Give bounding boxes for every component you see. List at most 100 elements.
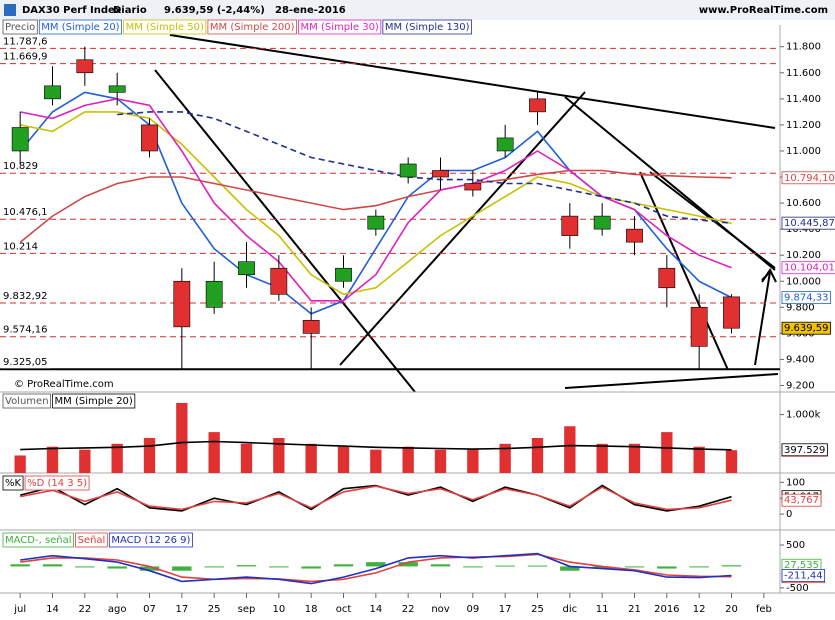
x-tick-label: sep (238, 604, 256, 615)
x-tick-label: 22 (402, 604, 415, 615)
candle-body (367, 215, 385, 230)
legend-box (2, 475, 24, 491)
x-tick-label: 17 (499, 604, 512, 615)
trendline (169, 34, 776, 129)
y-tick-label: 11.800 (786, 42, 821, 53)
candle-body (432, 170, 449, 178)
x-tick-label: 18 (305, 604, 318, 615)
legend-label: MM (Simple 20) (41, 22, 119, 33)
value-label: -211,44 (784, 570, 823, 581)
y-tick-label: 1.000k (786, 410, 821, 421)
series-line (20, 111, 732, 296)
level-label: 10.214 (3, 241, 38, 252)
x-tick-label: nov (431, 604, 449, 615)
bar (301, 566, 321, 569)
candle-body (399, 163, 417, 178)
legend-box (382, 19, 472, 35)
value-label-box (781, 216, 835, 230)
value-label-box (781, 493, 822, 507)
legend-box (52, 393, 136, 409)
bar (79, 449, 91, 473)
legend-label: MM (Simple 200) (210, 22, 295, 33)
x-tick-label: 14 (46, 604, 59, 615)
legend-label: MM (Simple 130) (385, 22, 470, 33)
date: 28-ene-2016 (275, 5, 346, 16)
value-label: 43,767 (784, 495, 819, 506)
bar (467, 449, 479, 473)
arrow-head (761, 268, 777, 283)
bar (657, 566, 677, 569)
y-tick-label: 10.200 (786, 250, 821, 261)
x-tick-label: 10 (272, 604, 285, 615)
series-line (20, 485, 732, 511)
y-tick-label: 11.000 (786, 146, 821, 157)
y-tick-label: 9.800 (786, 302, 815, 313)
value-label-box (781, 569, 826, 582)
y-tick-label: 500 (786, 540, 805, 551)
legend-label: MACD-, señal (5, 535, 72, 546)
bar (693, 446, 705, 473)
bar (398, 562, 418, 567)
x-tick-label: 21 (628, 604, 641, 615)
candle-body (335, 267, 352, 282)
candle-body (626, 228, 643, 243)
bar (366, 562, 386, 567)
value-label: 10.794,10 (784, 173, 835, 184)
bar (10, 564, 30, 567)
level-label-bg (1, 290, 51, 303)
x-tick-label: jul (13, 604, 26, 615)
y-tick-label: 10.000 (786, 276, 821, 287)
x-tick-label: 07 (143, 604, 156, 615)
instrument: DAX30 Perf Index (22, 5, 122, 16)
x-tick-label: 14 (369, 604, 382, 615)
value-label: 10.445,87 (784, 218, 835, 229)
bar (531, 437, 544, 473)
legend-box (38, 19, 122, 35)
legend-label: MACD (12 26 9) (111, 535, 190, 546)
x-tick-label: 09 (466, 604, 479, 615)
candle-body (496, 137, 514, 152)
bar (240, 443, 253, 473)
value-label-box (781, 321, 831, 335)
legend-box (75, 532, 108, 548)
bar (560, 566, 580, 571)
chart-icon (4, 4, 16, 16)
level-label: 9.325,05 (3, 357, 48, 368)
value-label: 10.104,01 (784, 263, 835, 274)
y-tick-label: -500 (786, 583, 809, 594)
candle-body (44, 85, 61, 100)
bar (176, 402, 188, 473)
bar (305, 443, 317, 473)
x-tick-label: feb (756, 604, 772, 615)
trendline (154, 69, 416, 393)
candle-body (76, 59, 94, 74)
bar (333, 564, 354, 567)
value-label-box (781, 291, 831, 305)
value-label: 397.529 (784, 445, 825, 456)
candle-body (205, 280, 223, 308)
level-label-bg (1, 323, 51, 336)
level-label-bg (1, 35, 51, 48)
x-tick-label: 25 (531, 604, 544, 615)
value-label-box (781, 171, 835, 185)
legend-box (2, 19, 38, 35)
series-line (20, 97, 732, 302)
value-label: 9.639,59 (784, 323, 829, 334)
bar (434, 449, 447, 473)
header-bar (0, 0, 835, 20)
y-tick-label: 0 (786, 509, 792, 520)
candle-body (561, 215, 579, 236)
bar (269, 566, 289, 568)
series-line (19, 169, 732, 243)
level-label: 10.476,1 (3, 207, 48, 218)
bar (370, 449, 382, 473)
series-line (20, 440, 732, 451)
y-tick-label: 11.400 (786, 94, 821, 105)
x-tick-label: oct (336, 604, 352, 615)
bar (495, 565, 515, 567)
level-label-bg (1, 160, 41, 173)
bar (208, 432, 220, 473)
value-label: 27,535 (784, 560, 819, 571)
level-label-bg (1, 50, 51, 63)
